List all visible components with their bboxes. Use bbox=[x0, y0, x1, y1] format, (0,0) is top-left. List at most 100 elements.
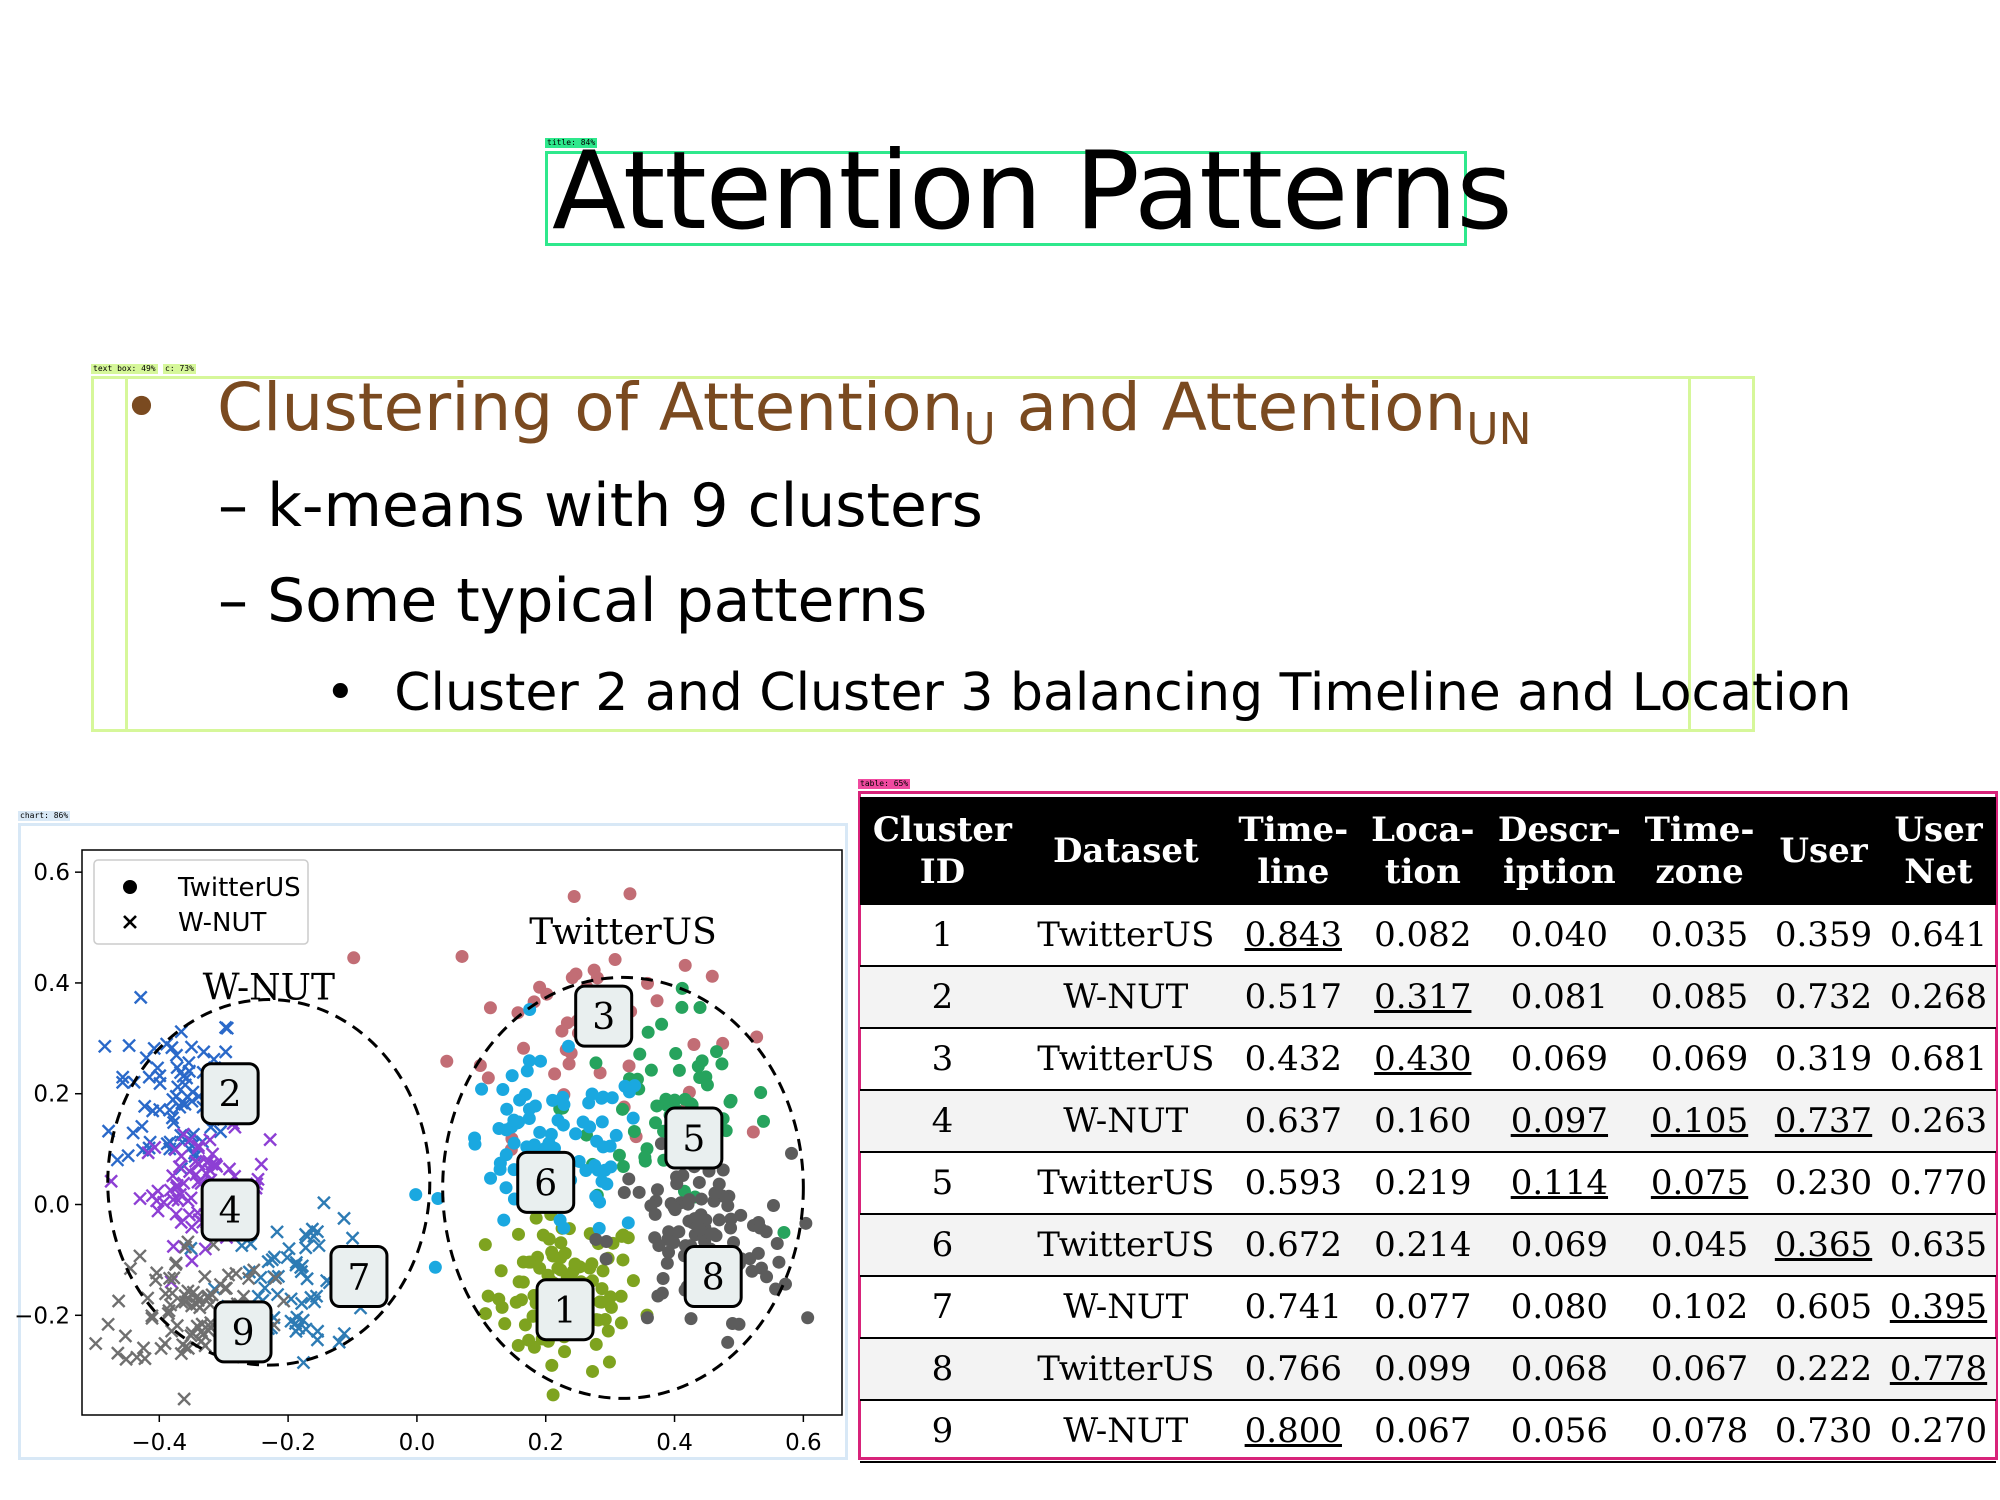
table-cell: 5 bbox=[860, 1152, 1025, 1215]
cell-value: 0.737 bbox=[1774, 1101, 1873, 1141]
table-row: 3 TwitterUS 0.432 0.430 0.069 0.069 0.319 0.681 bbox=[860, 1028, 1996, 1091]
cell-value: 0.075 bbox=[1650, 1163, 1749, 1203]
table-cell: 0.045 bbox=[1633, 1214, 1767, 1277]
cell-value: 0.102 bbox=[1650, 1287, 1749, 1327]
table-cell: 1 bbox=[860, 905, 1025, 967]
cell-value: TwitterUS bbox=[1037, 1225, 1215, 1265]
cell-value: 0.741 bbox=[1244, 1287, 1342, 1327]
table-cell: 0.800 bbox=[1226, 1400, 1360, 1463]
column-header-text: zone bbox=[1655, 852, 1744, 892]
table-cell: W-NUT bbox=[1024, 1400, 1227, 1463]
bullet-clustering: • Clustering of AttentionU and AttentionU… bbox=[122, 368, 1532, 457]
table-cell: TwitterUS bbox=[1024, 905, 1227, 967]
cell-value: 0.085 bbox=[1650, 977, 1749, 1017]
cell-value: 0.432 bbox=[1244, 1039, 1342, 1079]
table-cell: 0.641 bbox=[1880, 905, 1996, 967]
cell-value: 0.097 bbox=[1510, 1101, 1609, 1141]
table-cell: 0.430 bbox=[1359, 1028, 1486, 1091]
table-cell: 2 bbox=[860, 966, 1025, 1029]
table-cell: 0.085 bbox=[1633, 966, 1767, 1029]
subscript-u: U bbox=[963, 404, 996, 455]
column-header-text: line bbox=[1257, 852, 1330, 892]
subsub-bullet-cluster-balance: • Cluster 2 and Cluster 3 balancing Time… bbox=[325, 662, 1852, 724]
cell-value: 0.593 bbox=[1244, 1163, 1342, 1203]
cell-value: W-NUT bbox=[1063, 977, 1189, 1017]
cell-value: 0.077 bbox=[1374, 1287, 1472, 1327]
table-cell: 0.069 bbox=[1485, 1214, 1634, 1277]
textbox-detection-box-2 bbox=[125, 376, 1755, 732]
column-header: Descr-iption bbox=[1485, 797, 1634, 905]
table-cell: 0.770 bbox=[1880, 1152, 1996, 1215]
table-cell: 0.067 bbox=[1633, 1338, 1767, 1401]
dash-marker: – bbox=[218, 566, 248, 636]
subscript-un: UN bbox=[1466, 404, 1532, 455]
cell-value: 0.605 bbox=[1774, 1287, 1873, 1327]
table-cell: 0.102 bbox=[1633, 1276, 1767, 1339]
cell-value: 0.730 bbox=[1774, 1411, 1873, 1451]
cell-value: 0.035 bbox=[1650, 915, 1749, 955]
table-cell: 0.075 bbox=[1633, 1152, 1767, 1215]
bullet-text-pre: Clustering of Attention bbox=[216, 369, 964, 446]
cell-value: 0.430 bbox=[1374, 1039, 1472, 1079]
table-header-row: Cluster ID Dataset Time-line Loca-tion Descr-… bbox=[860, 797, 1996, 905]
cell-value: 0.263 bbox=[1889, 1101, 1988, 1141]
cell-value: 8 bbox=[931, 1349, 954, 1389]
table-cell: TwitterUS bbox=[1024, 1214, 1227, 1277]
column-header: Dataset bbox=[1024, 797, 1227, 905]
cell-value: TwitterUS bbox=[1037, 1349, 1215, 1389]
table-row: 7 W-NUT 0.741 0.077 0.080 0.102 0.605 0.395 bbox=[860, 1276, 1996, 1339]
cluster-attention-table: Cluster ID Dataset Time-line Loca-tion Descr-… bbox=[860, 797, 1996, 1463]
sub-bullet-kmeans: – k-means with 9 clusters bbox=[218, 470, 983, 542]
table-cell: TwitterUS bbox=[1024, 1152, 1227, 1215]
chart-detection-box bbox=[18, 823, 848, 1460]
cell-value: 4 bbox=[931, 1101, 954, 1141]
cell-value: 0.317 bbox=[1374, 977, 1472, 1017]
table-cell: 0.105 bbox=[1633, 1090, 1767, 1153]
table-cell: 0.082 bbox=[1359, 905, 1486, 967]
table-cell: W-NUT bbox=[1024, 1276, 1227, 1339]
table-cell: 0.741 bbox=[1226, 1276, 1360, 1339]
cell-value: 0.067 bbox=[1374, 1411, 1472, 1451]
table-cell: 0.230 bbox=[1766, 1152, 1881, 1215]
column-header-text: Dataset bbox=[1052, 830, 1199, 871]
column-header-text: iption bbox=[1503, 852, 1616, 892]
column-header-text: User bbox=[1779, 830, 1868, 871]
table-cell: 8 bbox=[860, 1338, 1025, 1401]
table-cell: 0.270 bbox=[1880, 1400, 1996, 1463]
cell-value: 0.040 bbox=[1510, 915, 1609, 955]
table-cell: 0.637 bbox=[1226, 1090, 1360, 1153]
table-cell: 0.080 bbox=[1485, 1276, 1634, 1339]
table-cell: 7 bbox=[860, 1276, 1025, 1339]
table-cell: 0.099 bbox=[1359, 1338, 1486, 1401]
table-row: 8 TwitterUS 0.766 0.099 0.068 0.067 0.222 0.778 bbox=[860, 1338, 1996, 1401]
cell-value: 0.637 bbox=[1244, 1101, 1342, 1141]
cell-value: 0.099 bbox=[1374, 1349, 1472, 1389]
cell-value: 0.056 bbox=[1510, 1411, 1609, 1451]
cell-value: 0.045 bbox=[1650, 1225, 1749, 1265]
cell-value: W-NUT bbox=[1063, 1287, 1189, 1327]
cell-value: W-NUT bbox=[1063, 1411, 1189, 1451]
table-cell: 0.222 bbox=[1766, 1338, 1881, 1401]
cell-value: 0.069 bbox=[1510, 1225, 1609, 1265]
table-cell: 0.359 bbox=[1766, 905, 1881, 967]
cell-value: 0.770 bbox=[1889, 1163, 1988, 1203]
textbox-detection-label-2: c: 73% bbox=[163, 364, 196, 374]
table-cell: 0.263 bbox=[1880, 1090, 1996, 1153]
cell-value: 7 bbox=[931, 1287, 954, 1327]
cell-value: 0.778 bbox=[1889, 1349, 1988, 1389]
table-cell: 0.517 bbox=[1226, 966, 1360, 1029]
table-row: 9 W-NUT 0.800 0.067 0.056 0.078 0.730 0.270 bbox=[860, 1400, 1996, 1463]
column-header-text: User bbox=[1894, 809, 1983, 850]
chart-detection-label: chart: 86% bbox=[18, 811, 71, 821]
table-row: 4 W-NUT 0.637 0.160 0.097 0.105 0.737 0.263 bbox=[860, 1090, 1996, 1153]
bullet-marker: • bbox=[325, 663, 356, 723]
table-cell: 0.078 bbox=[1633, 1400, 1767, 1463]
table-cell: W-NUT bbox=[1024, 1090, 1227, 1153]
cell-value: 0.681 bbox=[1889, 1039, 1988, 1079]
cell-value: 0.069 bbox=[1510, 1039, 1609, 1079]
column-header: Loca-tion bbox=[1359, 797, 1486, 905]
cell-value: 0.082 bbox=[1374, 915, 1472, 955]
table-cell: 3 bbox=[860, 1028, 1025, 1091]
dash-marker: – bbox=[218, 471, 248, 541]
table-cell: 4 bbox=[860, 1090, 1025, 1153]
